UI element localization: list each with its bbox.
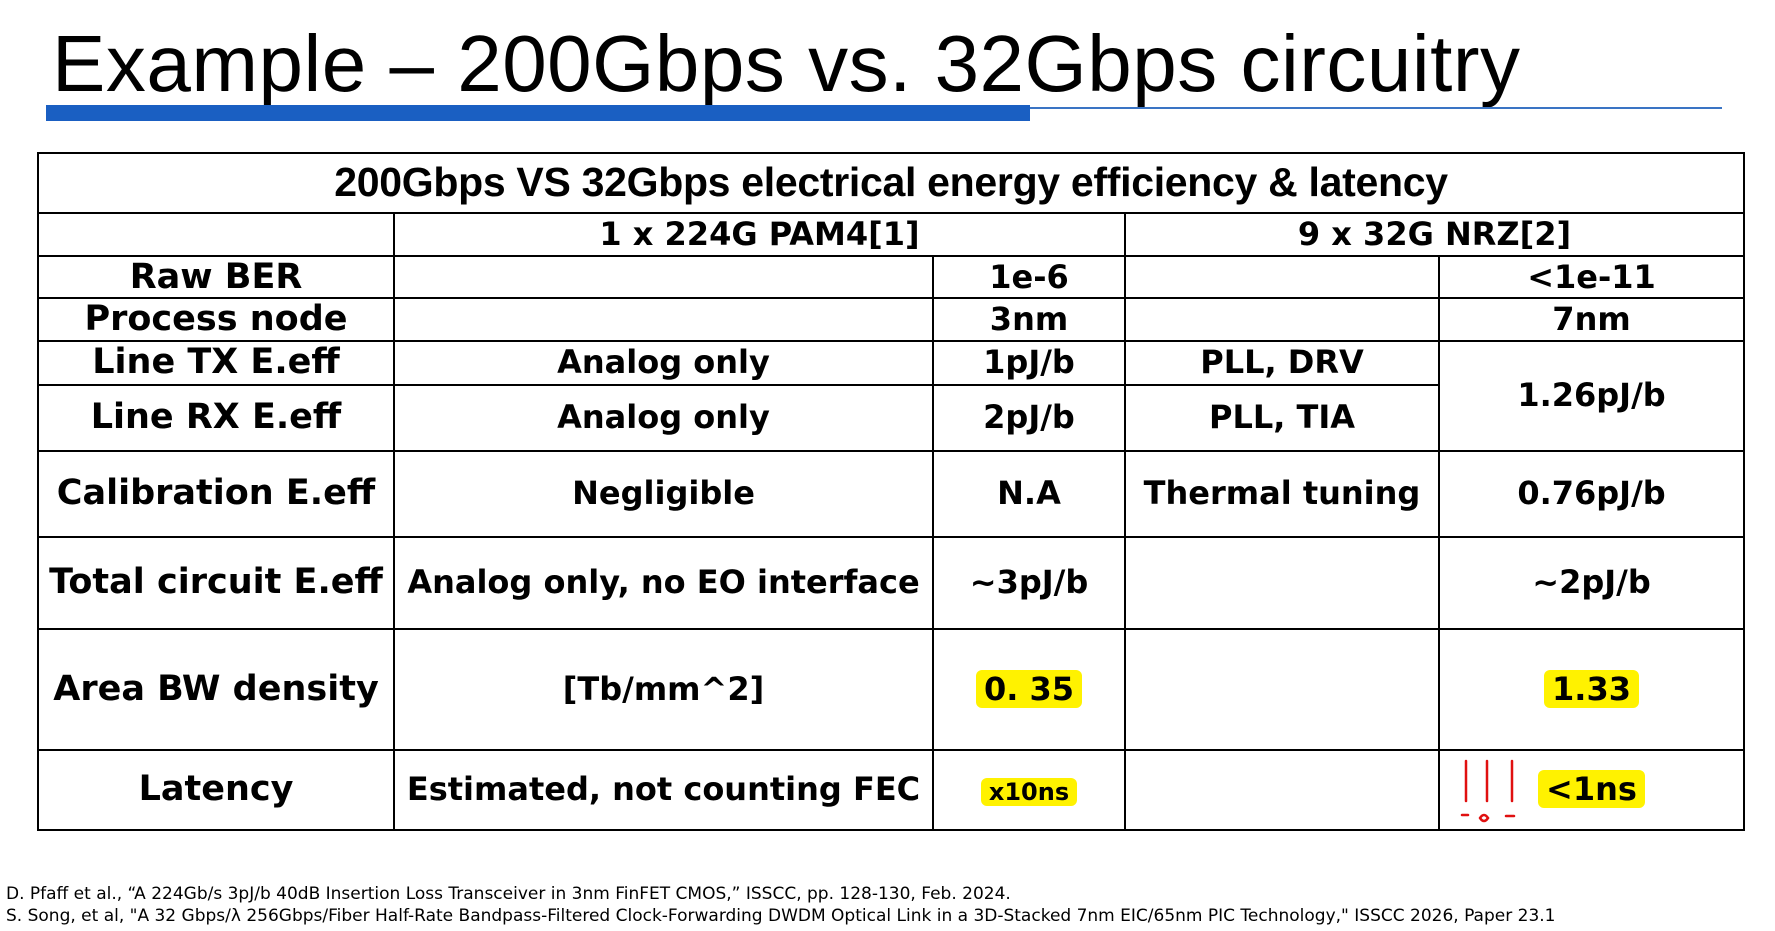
table-row: Area BW density [Tb/mm^2] 0. 35 1.33 [37, 627, 1745, 751]
cell-b-value: ~2pJ/b [1438, 535, 1745, 630]
column-group-row: 1 x 224G PAM4[1] 9 x 32G NRZ[2] [37, 212, 1745, 257]
table-caption: 200Gbps VS 32Gbps electrical energy effi… [37, 152, 1745, 214]
cell-a-note: Estimated, not counting FEC [393, 748, 934, 831]
row-label-calibration: Calibration E.eff [37, 449, 395, 538]
highlighted-value: 0. 35 [975, 669, 1083, 708]
cell-a-value: 3nm [932, 297, 1126, 342]
cell-a-note: Negligible [393, 449, 934, 538]
references: D. Pfaff et al., “A 224Gb/s 3pJ/b 40dB I… [6, 883, 1555, 927]
cell-b-note [1124, 535, 1440, 630]
cell-a-value: ~3pJ/b [932, 535, 1126, 630]
table-caption-row: 200Gbps VS 32Gbps electrical energy effi… [37, 152, 1745, 214]
title-underline-accent [46, 105, 1030, 121]
row-label-raw-ber: Raw BER [37, 254, 395, 300]
cell-b-value: 0.76pJ/b [1438, 449, 1745, 538]
col-group-224g-pam4: 1 x 224G PAM4[1] [393, 212, 1126, 257]
col-group-32g-nrz: 9 x 32G NRZ[2] [1124, 212, 1745, 257]
cell-a-value: 0. 35 [932, 627, 1126, 751]
cell-a-note [393, 297, 934, 342]
empty-header-cell [37, 212, 395, 257]
row-label-line-rx: Line RX E.eff [37, 383, 395, 452]
table-row: Latency Estimated, not counting FEC x10n… [37, 748, 1745, 831]
cell-a-value: 1e-6 [932, 254, 1126, 300]
table-row: Line TX E.eff Analog only 1pJ/b PLL, DRV… [37, 339, 1745, 452]
comparison-table: 200Gbps VS 32Gbps electrical energy effi… [37, 152, 1745, 831]
cell-b-value-tx-rx-combined: 1.26pJ/b [1438, 339, 1745, 452]
row-label-latency: Latency [37, 748, 395, 831]
table-row: Line RX E.eff Analog only 2pJ/b PLL, TIA [37, 383, 1744, 452]
row-label-area-bw-density: Area BW density [37, 627, 395, 751]
cell-b-note: PLL, TIA [1124, 383, 1440, 452]
cell-b-note [1124, 297, 1440, 342]
table-row: Raw BER 1e-6 <1e-11 [37, 254, 1745, 300]
table-row: Calibration E.eff Negligible N.A Thermal… [37, 449, 1745, 538]
cell-a-value: N.A [932, 449, 1126, 538]
cell-a-note: Analog only [393, 383, 934, 452]
cell-a-note: [Tb/mm^2] [393, 627, 934, 751]
reference-1: D. Pfaff et al., “A 224Gb/s 3pJ/b 40dB I… [6, 884, 1011, 904]
cell-a-value: 2pJ/b [932, 383, 1126, 452]
table-row: Total circuit E.eff Analog only, no EO i… [37, 535, 1745, 630]
cell-b-value: 1.33 [1438, 627, 1745, 751]
cell-a-note: Analog only, no EO interface [393, 535, 934, 630]
highlighted-value: 1.33 [1544, 669, 1639, 708]
cell-b-value: 7nm [1438, 297, 1745, 342]
cell-a-value: 1pJ/b [932, 339, 1126, 386]
cell-a-note: Analog only [393, 339, 934, 386]
table-row: Process node 3nm 7nm [37, 297, 1745, 342]
cell-b-value: <1e-11 [1438, 254, 1745, 300]
row-label-process-node: Process node [37, 297, 395, 342]
cell-b-note: Thermal tuning [1124, 449, 1440, 538]
cell-a-note [393, 254, 934, 300]
highlighted-value: <1ns [1538, 770, 1645, 809]
row-label-total-circuit: Total circuit E.eff [37, 535, 395, 630]
red-pen-annotation-icon [1460, 759, 1516, 822]
row-label-line-tx: Line TX E.eff [37, 339, 395, 386]
cell-b-note [1124, 627, 1440, 751]
reference-2: S. Song, et al, "A 32 Gbps/λ 256Gbps/Fib… [6, 906, 1556, 926]
cell-b-value: <1ns [1438, 748, 1745, 831]
cell-b-note: PLL, DRV [1124, 339, 1440, 386]
slide-title: Example – 200Gbps vs. 32Gbps circuitry [52, 19, 1521, 108]
cell-b-note [1124, 748, 1440, 831]
cell-a-value: x10ns [932, 748, 1126, 831]
highlighted-value: x10ns [980, 778, 1078, 807]
cell-b-note [1124, 254, 1440, 300]
